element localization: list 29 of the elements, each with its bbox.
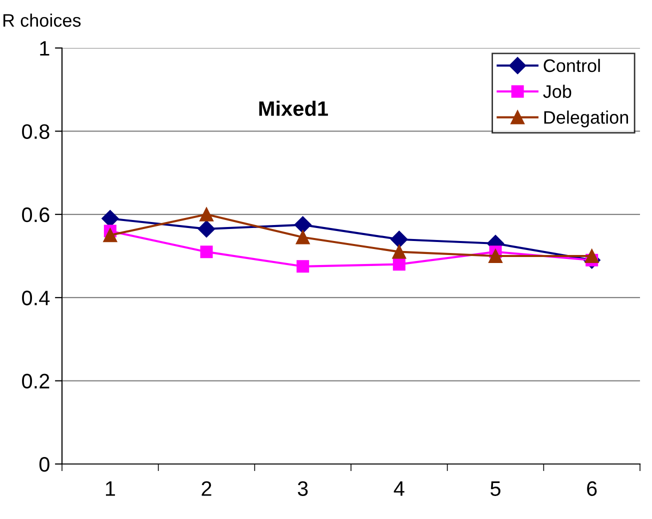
point — [392, 258, 406, 271]
point — [200, 207, 214, 222]
point — [296, 260, 310, 273]
point — [103, 228, 118, 242]
x-tick-label: 2 — [202, 481, 212, 496]
point — [198, 220, 216, 238]
y-tick-label: 0 — [39, 457, 50, 472]
x-tick-label: 3 — [298, 481, 308, 496]
y-tick-label: 1 — [40, 41, 50, 56]
point — [200, 246, 213, 258]
y-tick-label: 0.6 — [22, 207, 50, 222]
point — [584, 249, 599, 263]
legend-label: Job — [543, 84, 572, 98]
point — [390, 230, 408, 248]
point — [296, 230, 310, 244]
y-tick-label: 0.4 — [22, 290, 50, 306]
point — [392, 244, 406, 259]
legend-label: Control — [544, 58, 600, 72]
point — [488, 249, 502, 263]
x-tick-label: 4 — [394, 481, 404, 496]
point — [294, 216, 312, 234]
x-tick-label: 5 — [490, 481, 500, 496]
y-tick-label: 0.8 — [22, 124, 50, 139]
x-tick-label: 6 — [587, 481, 597, 496]
x-tick-label: 1 — [106, 481, 115, 496]
y-axis-title: R choices — [3, 14, 81, 27]
y-tick-label: 0.2 — [22, 374, 50, 389]
legend-label: Delegation — [544, 110, 628, 128]
text: Mixed1 — [259, 100, 328, 116]
